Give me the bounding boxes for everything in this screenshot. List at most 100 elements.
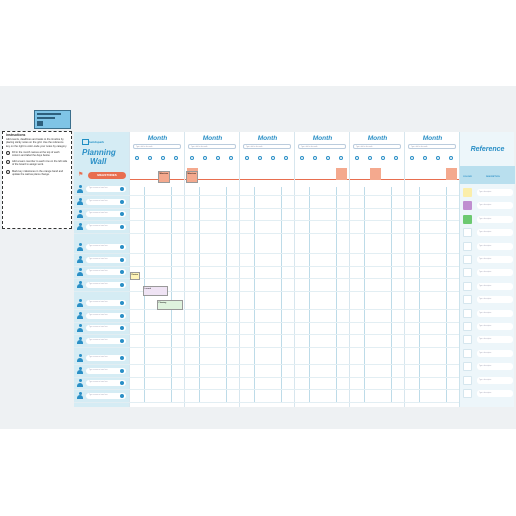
month-subtitle-field[interactable]: Type a title for the month (133, 144, 181, 149)
team-member-field[interactable]: Type a name or team here (86, 211, 126, 217)
colour-swatch[interactable] (463, 322, 472, 331)
whiteboard-canvas[interactable]: Instructions Add events, deadlines and t… (0, 86, 516, 429)
team-member-field[interactable]: Type a name or team here (86, 367, 126, 374)
month-title[interactable]: Month (202, 135, 223, 142)
reference-description-field[interactable]: Type a description (477, 229, 513, 237)
month-title[interactable]: Month (147, 135, 168, 142)
reference-description-field[interactable]: Type a description (477, 363, 513, 371)
colour-swatch[interactable] (463, 389, 472, 398)
sticky-note[interactable]: Milestone (158, 171, 170, 183)
arrow-right-icon[interactable] (120, 212, 124, 216)
milestone-band[interactable] (130, 168, 184, 180)
team-member-field[interactable]: Type a name or team here (86, 312, 126, 319)
team-member-field[interactable]: Type a name or team here (86, 244, 126, 250)
reference-description-field[interactable]: Type a description (477, 309, 513, 317)
colour-swatch[interactable] (463, 241, 472, 251)
arrow-right-icon[interactable] (120, 326, 124, 330)
team-member-field[interactable]: Type a name or team here (86, 325, 126, 331)
colour-swatch[interactable] (463, 188, 472, 197)
reference-description-field[interactable]: Type a description (477, 390, 513, 397)
reference-description-field[interactable]: Type a description (477, 376, 513, 384)
day-marker[interactable] (284, 156, 288, 160)
colour-swatch[interactable] (463, 362, 472, 372)
month-subtitle-field[interactable]: Type a title for the month (408, 144, 456, 149)
day-marker[interactable] (423, 156, 427, 160)
arrow-right-icon[interactable] (120, 313, 124, 318)
reference-description-field[interactable]: Type a description (477, 282, 513, 290)
team-member-field[interactable]: Type a name or team here (86, 337, 126, 344)
reference-description-field[interactable]: Type a description (477, 189, 513, 196)
colour-swatch[interactable] (463, 228, 472, 238)
month-title[interactable]: Month (312, 135, 333, 142)
team-member-field[interactable]: Type a name or team here (86, 269, 126, 275)
colour-swatch[interactable] (463, 308, 472, 318)
reference-description-field[interactable]: Type a description (477, 323, 513, 330)
month-subtitle-field[interactable]: Type a title for the month (243, 144, 291, 149)
arrow-right-icon[interactable] (120, 381, 124, 385)
colour-swatch[interactable] (463, 201, 472, 211)
reference-description-field[interactable]: Type a description (477, 215, 513, 223)
team-member-field[interactable]: Type a name or team here (86, 198, 126, 205)
template-thumbnail[interactable] (34, 110, 71, 129)
day-marker[interactable] (339, 156, 343, 160)
team-member-field[interactable]: Type a name or team here (86, 186, 126, 192)
arrow-right-icon[interactable] (120, 356, 124, 360)
day-marker[interactable] (190, 156, 194, 160)
milestone-marker[interactable] (446, 168, 457, 180)
day-marker[interactable] (203, 156, 207, 160)
team-member-field[interactable]: Type a name or team here (86, 256, 126, 263)
arrow-right-icon[interactable] (120, 245, 124, 249)
sticky-note[interactable]: Review (130, 272, 140, 280)
arrow-right-icon[interactable] (120, 224, 124, 229)
arrow-right-icon[interactable] (120, 187, 124, 191)
colour-swatch[interactable] (463, 375, 472, 385)
colour-swatch[interactable] (463, 281, 472, 291)
milestone-band[interactable] (185, 168, 239, 180)
month-title[interactable]: Month (422, 135, 443, 142)
milestone-band[interactable] (295, 168, 349, 180)
team-member-field[interactable]: Type a name or team here (86, 223, 126, 230)
arrow-right-icon[interactable] (120, 270, 124, 274)
sticky-note[interactable]: Launch (143, 286, 168, 296)
day-marker[interactable] (368, 156, 372, 160)
day-marker[interactable] (355, 156, 359, 160)
day-marker[interactable] (174, 156, 178, 160)
month-title[interactable]: Month (367, 135, 388, 142)
day-marker[interactable] (216, 156, 220, 160)
arrow-right-icon[interactable] (120, 368, 124, 373)
month-subtitle-field[interactable]: Type a title for the month (298, 144, 346, 149)
day-marker[interactable] (436, 156, 440, 160)
team-member-field[interactable]: Type a name or team here (86, 355, 126, 361)
day-marker[interactable] (161, 156, 165, 160)
day-marker[interactable] (410, 156, 414, 160)
team-member-field[interactable]: Type a name or team here (86, 300, 126, 306)
milestone-band[interactable] (405, 168, 459, 180)
team-member-field[interactable]: Type a name or team here (86, 392, 126, 399)
day-marker[interactable] (449, 156, 453, 160)
day-marker[interactable] (245, 156, 249, 160)
reference-description-field[interactable]: Type a description (477, 296, 513, 304)
day-marker[interactable] (381, 156, 385, 160)
day-marker[interactable] (300, 156, 304, 160)
day-marker[interactable] (326, 156, 330, 160)
colour-swatch[interactable] (463, 348, 472, 358)
month-subtitle-field[interactable]: Type a title for the month (188, 144, 236, 149)
colour-swatch[interactable] (463, 255, 472, 264)
arrow-right-icon[interactable] (120, 301, 124, 305)
milestone-marker[interactable] (336, 168, 347, 180)
day-marker[interactable] (148, 156, 152, 160)
arrow-right-icon[interactable] (120, 282, 124, 287)
reference-description-field[interactable]: Type a description (477, 349, 513, 357)
day-marker[interactable] (271, 156, 275, 160)
month-subtitle-field[interactable]: Type a title for the month (353, 144, 401, 149)
team-member-field[interactable]: Type a name or team here (86, 380, 126, 386)
colour-swatch[interactable] (463, 335, 472, 345)
reference-description-field[interactable]: Type a description (477, 202, 513, 210)
reference-description-field[interactable]: Type a description (477, 336, 513, 344)
day-marker[interactable] (313, 156, 317, 160)
instructions-panel[interactable]: Instructions Add events, deadlines and t… (2, 131, 72, 229)
colour-swatch[interactable] (463, 295, 472, 305)
day-marker[interactable] (258, 156, 262, 160)
reference-description-field[interactable]: Type a description (477, 256, 513, 263)
milestone-marker[interactable] (370, 168, 381, 180)
